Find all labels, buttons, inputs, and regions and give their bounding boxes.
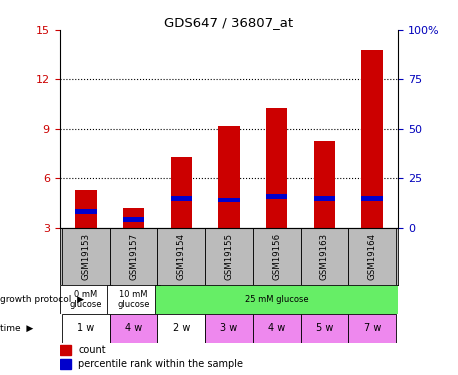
Text: 25 mM glucose: 25 mM glucose bbox=[245, 295, 309, 304]
Text: time  ▶: time ▶ bbox=[0, 324, 34, 333]
Text: GSM19163: GSM19163 bbox=[320, 233, 329, 280]
Bar bbox=[361, 50, 383, 228]
Bar bbox=[349, 314, 396, 343]
Bar bbox=[155, 285, 398, 314]
Bar bbox=[205, 228, 253, 285]
Bar bbox=[253, 314, 300, 343]
Text: growth protocol  ▶: growth protocol ▶ bbox=[0, 295, 84, 304]
Bar bbox=[218, 198, 240, 202]
Bar bbox=[349, 228, 396, 285]
Bar bbox=[170, 196, 192, 201]
Text: GSM19153: GSM19153 bbox=[81, 233, 90, 280]
Text: 5 w: 5 w bbox=[316, 323, 333, 333]
Text: 0 mM
glucose: 0 mM glucose bbox=[70, 290, 102, 309]
Text: 7 w: 7 w bbox=[364, 323, 381, 333]
Bar bbox=[109, 228, 158, 285]
Bar bbox=[170, 157, 192, 228]
Text: percentile rank within the sample: percentile rank within the sample bbox=[78, 359, 243, 369]
Bar bbox=[266, 108, 288, 228]
Bar bbox=[109, 314, 158, 343]
Text: 1 w: 1 w bbox=[77, 323, 94, 333]
Text: GSM19155: GSM19155 bbox=[224, 233, 234, 280]
Bar bbox=[62, 314, 109, 343]
Bar bbox=[60, 359, 71, 369]
Bar bbox=[75, 190, 97, 228]
Bar bbox=[300, 228, 349, 285]
Title: GDS647 / 36807_at: GDS647 / 36807_at bbox=[164, 16, 294, 29]
Text: count: count bbox=[78, 345, 106, 355]
Bar bbox=[205, 314, 253, 343]
Bar bbox=[123, 208, 144, 228]
Bar bbox=[158, 228, 205, 285]
Text: GSM19154: GSM19154 bbox=[177, 233, 186, 280]
Bar bbox=[107, 285, 160, 314]
Bar bbox=[123, 217, 144, 222]
Bar bbox=[60, 345, 71, 355]
Text: 2 w: 2 w bbox=[173, 323, 190, 333]
Bar bbox=[60, 285, 112, 314]
Bar bbox=[253, 228, 300, 285]
Text: 10 mM
glucose: 10 mM glucose bbox=[117, 290, 150, 309]
Text: 4 w: 4 w bbox=[268, 323, 285, 333]
Bar bbox=[266, 194, 288, 199]
Bar bbox=[300, 314, 349, 343]
Text: GSM19157: GSM19157 bbox=[129, 233, 138, 280]
Text: 4 w: 4 w bbox=[125, 323, 142, 333]
Bar bbox=[361, 196, 383, 201]
Bar bbox=[218, 126, 240, 228]
Bar bbox=[314, 141, 335, 228]
Bar bbox=[62, 228, 109, 285]
Bar bbox=[314, 196, 335, 201]
Bar bbox=[75, 209, 97, 214]
Bar bbox=[158, 314, 205, 343]
Text: GSM19156: GSM19156 bbox=[272, 233, 281, 280]
Text: 3 w: 3 w bbox=[220, 323, 238, 333]
Text: GSM19164: GSM19164 bbox=[368, 233, 377, 280]
